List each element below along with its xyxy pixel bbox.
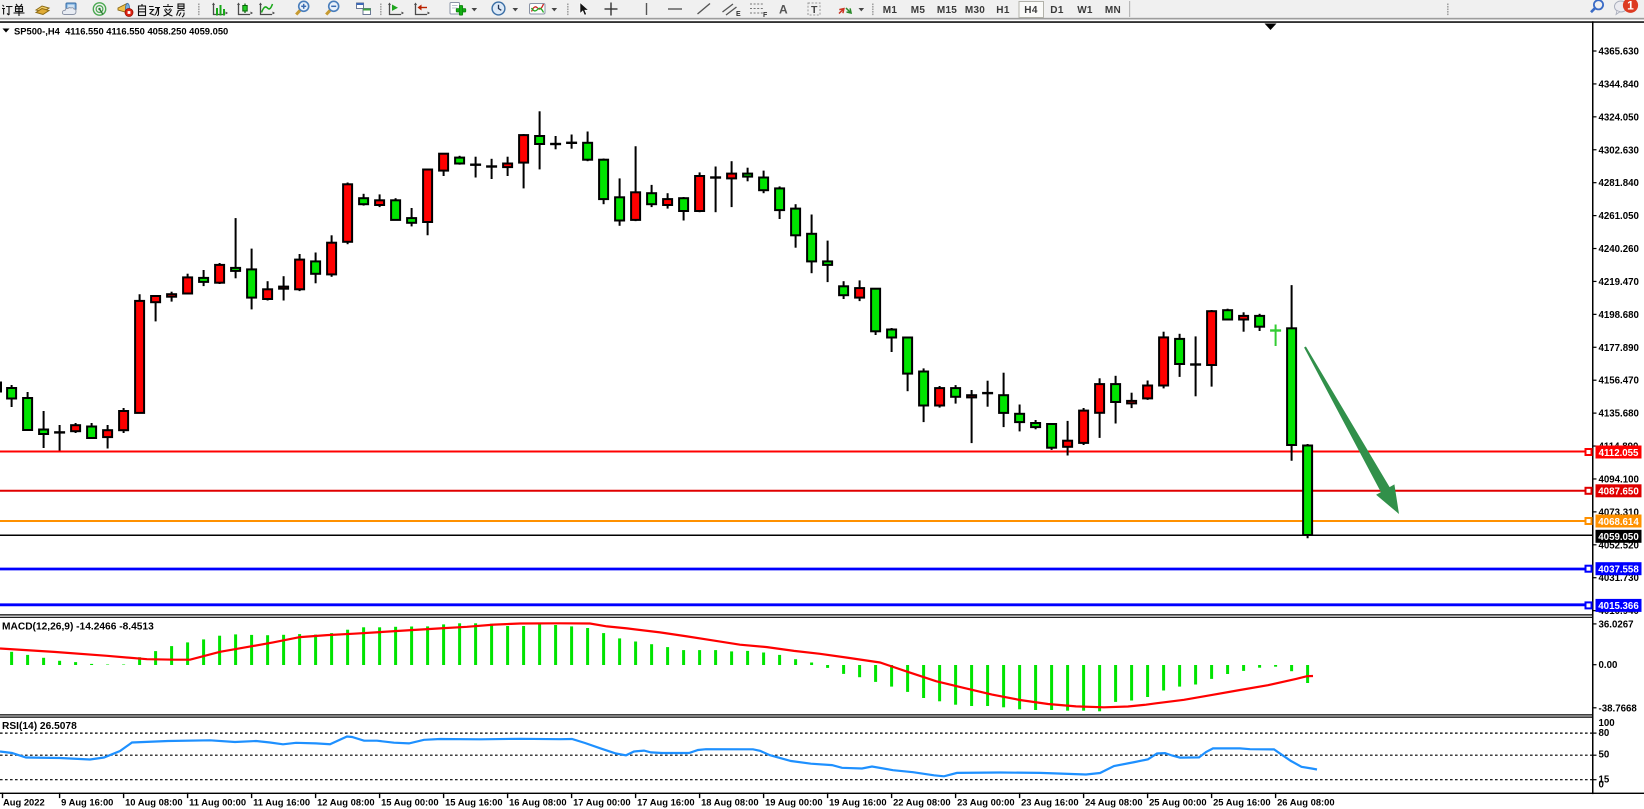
svg-text:15 Aug 16:00: 15 Aug 16:00 xyxy=(445,797,503,808)
svg-text:H4: H4 xyxy=(1024,5,1038,16)
svg-text:4365.630: 4365.630 xyxy=(1599,47,1639,58)
svg-text:4015.366: 4015.366 xyxy=(1598,601,1639,612)
svg-text:Aug 2022: Aug 2022 xyxy=(3,797,45,808)
svg-text:12 Aug 08:00: 12 Aug 08:00 xyxy=(317,797,375,808)
svg-text:0: 0 xyxy=(1599,780,1604,791)
svg-text:4068.614: 4068.614 xyxy=(1598,517,1639,528)
svg-text:A: A xyxy=(779,3,788,17)
svg-text:M15: M15 xyxy=(937,5,957,16)
svg-text:4219.470: 4219.470 xyxy=(1599,277,1639,288)
svg-text:SP500-,H4 4116.550 4116.550 4: SP500-,H4 4116.550 4116.550 4058.250 405… xyxy=(14,26,228,37)
svg-text:4031.730: 4031.730 xyxy=(1599,573,1639,584)
svg-text:4135.680: 4135.680 xyxy=(1599,409,1639,420)
svg-text:4177.890: 4177.890 xyxy=(1599,343,1639,354)
svg-text:T: T xyxy=(811,4,818,16)
svg-text:19 Aug 16:00: 19 Aug 16:00 xyxy=(829,797,887,808)
svg-text:H1: H1 xyxy=(996,5,1010,16)
svg-text:4037.558: 4037.558 xyxy=(1598,565,1639,576)
svg-text:10 Aug 08:00: 10 Aug 08:00 xyxy=(125,797,183,808)
svg-text:23 Aug 00:00: 23 Aug 00:00 xyxy=(957,797,1015,808)
svg-text:RSI(14) 26.5078: RSI(14) 26.5078 xyxy=(2,721,77,732)
svg-text:4344.840: 4344.840 xyxy=(1599,79,1639,90)
svg-text:25 Aug 00:00: 25 Aug 00:00 xyxy=(1149,797,1207,808)
svg-text:24 Aug 08:00: 24 Aug 08:00 xyxy=(1085,797,1143,808)
svg-text:M5: M5 xyxy=(911,5,926,16)
svg-text:F: F xyxy=(763,12,768,19)
svg-text:16 Aug 08:00: 16 Aug 08:00 xyxy=(509,797,566,808)
svg-text:25 Aug 16:00: 25 Aug 16:00 xyxy=(1213,797,1271,808)
svg-text:15 Aug 00:00: 15 Aug 00:00 xyxy=(381,797,439,808)
svg-text:100: 100 xyxy=(1599,718,1615,729)
svg-text:4059.050: 4059.050 xyxy=(1598,532,1638,543)
svg-text:19 Aug 00:00: 19 Aug 00:00 xyxy=(765,797,823,808)
svg-text:4094.100: 4094.100 xyxy=(1599,474,1639,485)
svg-text:17 Aug 00:00: 17 Aug 00:00 xyxy=(573,797,631,808)
svg-text:1: 1 xyxy=(1627,0,1634,13)
svg-text:9 Aug 16:00: 9 Aug 16:00 xyxy=(61,797,113,808)
svg-text:4087.650: 4087.650 xyxy=(1598,487,1638,498)
svg-text:36.0267: 36.0267 xyxy=(1599,619,1634,630)
svg-text:E: E xyxy=(736,11,741,18)
svg-text:4112.055: 4112.055 xyxy=(1599,448,1639,459)
svg-text:15: 15 xyxy=(1599,775,1610,786)
svg-text:11 Aug 00:00: 11 Aug 00:00 xyxy=(189,797,246,808)
svg-text:4073.310: 4073.310 xyxy=(1599,507,1639,518)
svg-text:-38.7668: -38.7668 xyxy=(1599,703,1638,714)
svg-text:4302.630: 4302.630 xyxy=(1599,145,1639,156)
svg-text:W1: W1 xyxy=(1077,5,1093,16)
svg-text:MACD(12,26,9) -14.2466 -8.4513: MACD(12,26,9) -14.2466 -8.4513 xyxy=(2,622,154,633)
svg-text:D1: D1 xyxy=(1050,5,1064,16)
svg-text:22 Aug 08:00: 22 Aug 08:00 xyxy=(893,797,951,808)
svg-text:4198.680: 4198.680 xyxy=(1599,310,1639,321)
svg-text:M1: M1 xyxy=(883,5,898,16)
svg-text:4281.840: 4281.840 xyxy=(1599,178,1639,189)
svg-text:26 Aug 08:00: 26 Aug 08:00 xyxy=(1277,797,1335,808)
svg-text:80: 80 xyxy=(1599,728,1610,739)
svg-text:50: 50 xyxy=(1599,750,1610,761)
svg-text:11 Aug 16:00: 11 Aug 16:00 xyxy=(253,797,310,808)
svg-text:0.00: 0.00 xyxy=(1599,660,1618,671)
svg-text:17 Aug 16:00: 17 Aug 16:00 xyxy=(637,797,695,808)
svg-text:4052.520: 4052.520 xyxy=(1599,540,1639,551)
svg-text:18 Aug 08:00: 18 Aug 08:00 xyxy=(701,797,759,808)
svg-text:4156.470: 4156.470 xyxy=(1599,376,1639,387)
svg-text:MN: MN xyxy=(1105,5,1121,16)
svg-text:M30: M30 xyxy=(965,5,985,16)
svg-text:4240.260: 4240.260 xyxy=(1599,244,1639,255)
svg-text:23 Aug 16:00: 23 Aug 16:00 xyxy=(1021,797,1079,808)
svg-text:4324.050: 4324.050 xyxy=(1599,112,1639,123)
svg-text:4261.050: 4261.050 xyxy=(1599,211,1639,222)
